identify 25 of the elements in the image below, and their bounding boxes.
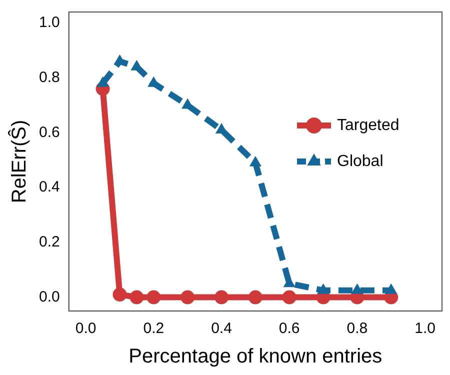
- point: [96, 76, 109, 87]
- y-axis-title: RelErr(Ŝ): [8, 120, 31, 204]
- point: [282, 290, 296, 304]
- x-tick-label: 1.0: [414, 320, 436, 338]
- legend-label: Global: [337, 152, 384, 170]
- point: [112, 288, 127, 302]
- x-tick-label: 0.6: [278, 320, 300, 338]
- x-tick-label: 0.4: [211, 320, 232, 338]
- point: [180, 290, 195, 304]
- point: [248, 290, 262, 304]
- x-axis-title: Percentage of known entries: [128, 346, 382, 368]
- x-tick-label: 0.0: [75, 320, 96, 338]
- x-tick-label: 0.2: [143, 320, 164, 338]
- y-tick-label: 0.8: [38, 68, 60, 86]
- point: [146, 290, 161, 304]
- y-tick-label: 0.4: [38, 178, 60, 196]
- x-tick-label: 0.8: [346, 320, 368, 338]
- y-tick-label: 0.0: [38, 288, 60, 306]
- point: [130, 290, 144, 304]
- point: [214, 290, 229, 304]
- point: [249, 156, 262, 166]
- y-tick-label: 1.0: [38, 14, 60, 32]
- y-tick-label: 0.6: [38, 124, 60, 141]
- legend-label: Targeted: [337, 116, 400, 134]
- y-tick-label: 0.2: [38, 234, 60, 251]
